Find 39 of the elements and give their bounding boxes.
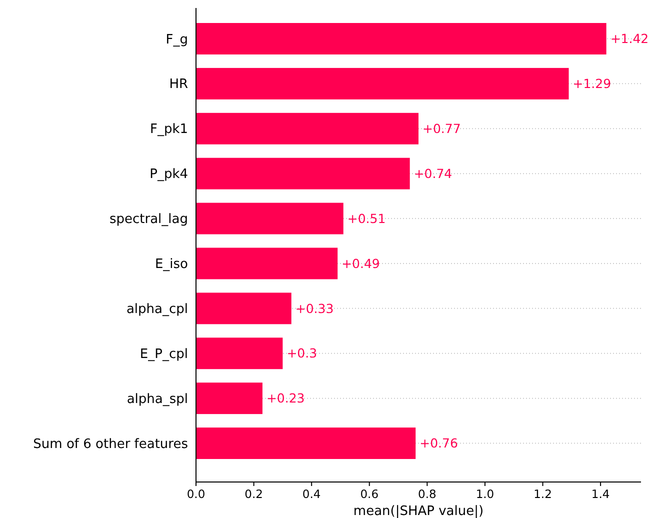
x-axis-title: mean(|SHAP value|): [353, 504, 484, 518]
data-label: +0.76: [420, 436, 458, 451]
bar: [196, 23, 606, 54]
bar: [196, 248, 338, 280]
y-tick-label: spectral_lag: [109, 212, 188, 228]
x-tick-label: 0.2: [244, 487, 263, 501]
x-tick-label: 1.0: [476, 487, 494, 501]
y-tick-label: F_g: [166, 32, 188, 48]
y-tick-label: alpha_cpl: [126, 302, 188, 317]
bar: [196, 338, 283, 370]
y-tick-label: HR: [169, 77, 188, 92]
y-tick-label: E_P_cpl: [140, 346, 188, 362]
bar: [196, 428, 416, 459]
data-label: +0.49: [342, 256, 380, 271]
y-tick-label: Sum of 6 other features: [33, 436, 188, 452]
data-label: +0.77: [422, 121, 461, 136]
data-label: +0.3: [286, 346, 318, 361]
data-label: +0.33: [295, 300, 334, 316]
bar: [196, 112, 418, 144]
data-label: +0.51: [347, 210, 386, 226]
y-tick-label: P_pk4: [150, 167, 188, 182]
x-tick-label: 0.0: [186, 487, 206, 501]
x-tick-label: 1.2: [534, 487, 552, 501]
bar: [196, 158, 410, 190]
data-label: +1.29: [572, 76, 612, 92]
x-tick-label: 0.4: [302, 487, 321, 501]
bar: [196, 202, 344, 234]
y-tick-label: alpha_spl: [126, 392, 188, 407]
bar: [196, 68, 569, 100]
x-tick-label: 0.6: [360, 487, 379, 501]
y-tick-label: E_iso: [154, 257, 188, 272]
x-tick-label: 1.4: [591, 487, 610, 501]
bar: [196, 382, 262, 414]
bar: [196, 292, 292, 324]
data-label: +0.23: [266, 390, 305, 406]
x-tick-label: 0.8: [418, 487, 436, 501]
y-tick-label: F_pk1: [150, 122, 188, 138]
data-label: +1.42: [610, 31, 649, 46]
data-label: +0.74: [414, 166, 452, 181]
